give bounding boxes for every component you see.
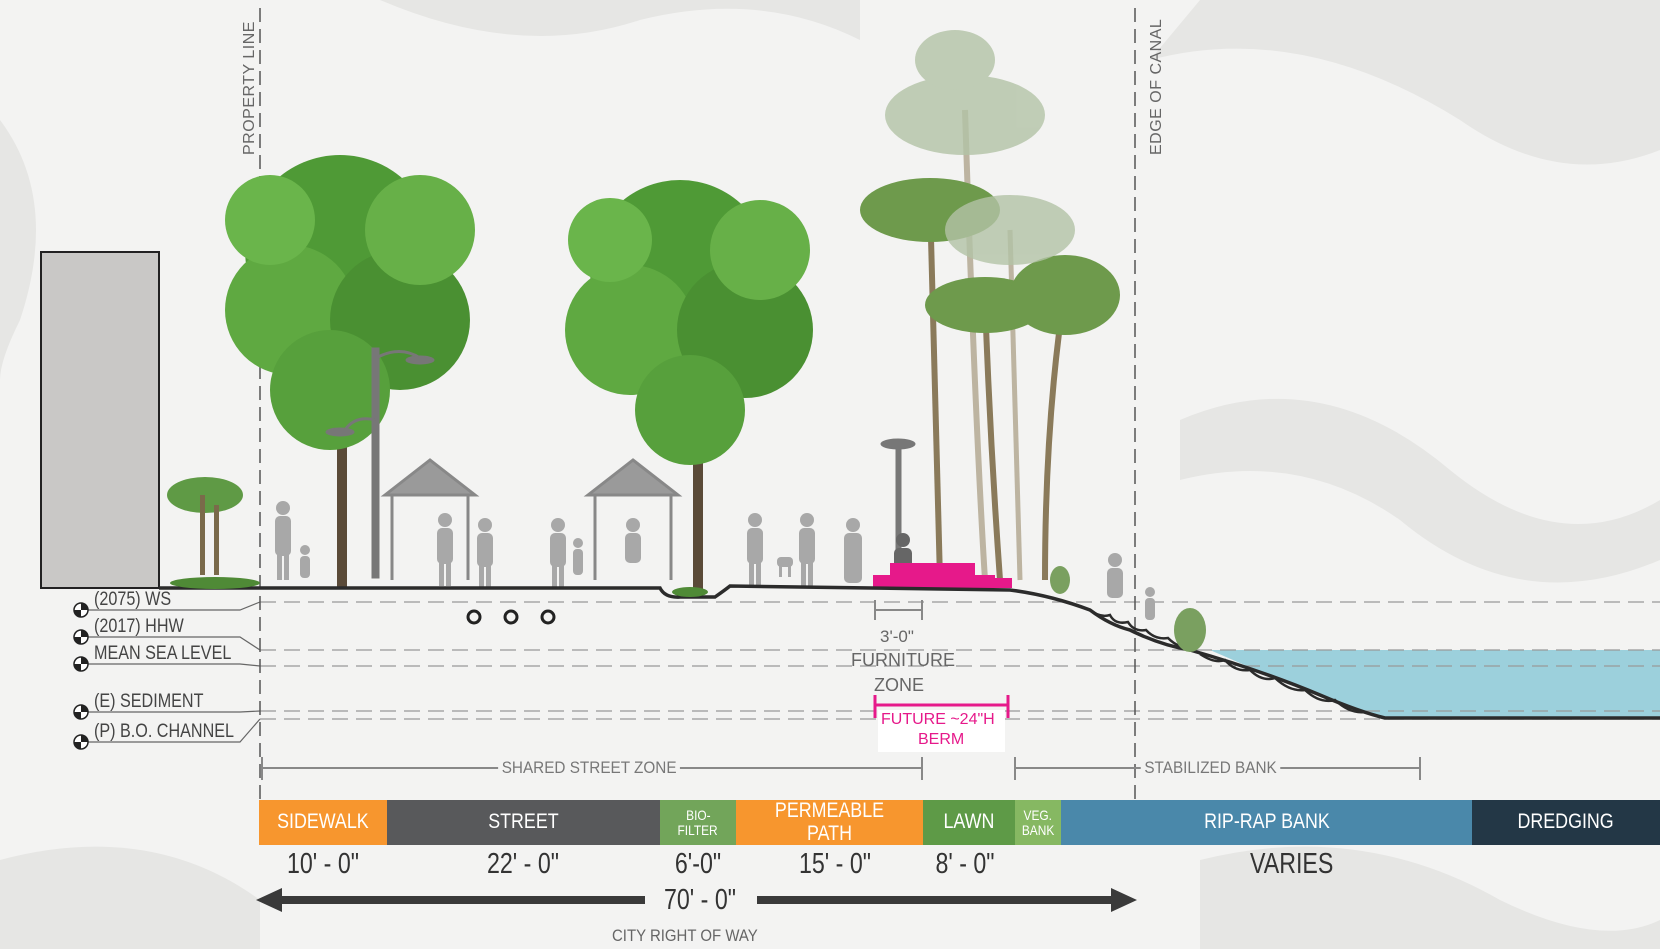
- elevation-label-mean-sea-level: MEAN SEA LEVEL: [94, 643, 232, 664]
- elevation-markers: [73, 602, 89, 750]
- building: [40, 251, 160, 589]
- elevation-label-2017-hhw: (2017) HHW: [94, 616, 184, 637]
- segment-biofilter-label-1: BIO-: [685, 806, 711, 823]
- canal-water: [1210, 650, 1660, 718]
- segment-lawn-label: LAWN: [943, 810, 995, 834]
- people-silhouettes: [275, 501, 1155, 620]
- light-poles: [325, 347, 916, 583]
- dim-permeable-path: 15' - 0": [799, 848, 871, 880]
- city-right-of-way-label: CITY RIGHT OF WAY: [612, 926, 758, 945]
- market-tents: [380, 458, 683, 580]
- ground-line: [159, 584, 1660, 720]
- edge-of-canal-label: EDGE OF CANAL: [1148, 18, 1165, 155]
- segment-permeable-path: PERMEABLE PATH: [736, 800, 923, 845]
- dim-rip-rap-bank: VARIES: [1250, 848, 1334, 880]
- berm-bench: [873, 563, 1012, 588]
- total-dimension: 70' - 0": [664, 884, 736, 916]
- palm-trees: [167, 30, 1120, 581]
- segment-lawn: LAWN: [923, 800, 1015, 845]
- shrubs: [170, 566, 1206, 652]
- elevation-label-bo-channel: (P) B.O. CHANNEL: [94, 721, 234, 742]
- segment-veg-bank-label-1: VEG.: [1023, 806, 1053, 823]
- segment-biofilter-label-2: FILTER: [677, 821, 719, 838]
- elevation-leaders: [82, 601, 261, 743]
- utility-pipes: [466, 609, 556, 625]
- property-line-label: PROPERTY LINE: [241, 21, 258, 155]
- segment-dredging-label: DREDGING: [1517, 810, 1615, 834]
- furniture-zone-label-1: FURNITURE: [851, 650, 955, 670]
- segment-sidewalk: SIDEWALK: [259, 800, 387, 845]
- segment-rip-rap-bank-label: RIP-RAP BANK: [1203, 810, 1330, 834]
- segment-dredging: DREDGING: [1472, 800, 1660, 845]
- berm-label-box: [878, 710, 1005, 752]
- dim-sidewalk: 10' - 0": [287, 848, 359, 880]
- small-palm: [167, 477, 243, 575]
- segment-street: STREET: [387, 800, 660, 845]
- berm-label-1: FUTURE ~24"H: [881, 711, 995, 728]
- segment-rip-rap-bank: RIP-RAP BANK: [1061, 800, 1472, 845]
- furniture-zone-label-2: ZONE: [874, 675, 925, 695]
- furniture-zone-dimension: [874, 600, 923, 620]
- dim-biofilter: 6'-0": [674, 848, 722, 880]
- berm-dimension: [873, 695, 1010, 718]
- segment-biofilter: BIO- FILTER: [660, 800, 736, 845]
- elevation-label-2075-ws: (2075) WS: [94, 589, 172, 610]
- riprap-rocks: [1089, 609, 1366, 714]
- street-tree-center: [565, 180, 813, 590]
- segment-permeable-path-label: PERMEABLE PATH: [774, 799, 885, 845]
- total-arrow: [256, 888, 1137, 912]
- shared-street-zone-label: SHARED STREET ZONE: [498, 758, 681, 778]
- stabilized-bank-label: STABILIZED BANK: [1140, 758, 1281, 778]
- segment-veg-bank-label-2: BANK: [1021, 821, 1055, 838]
- segment-veg-bank: VEG. BANK: [1015, 800, 1061, 845]
- street-tree-left: [225, 155, 475, 588]
- dim-street: 22' - 0": [487, 848, 559, 880]
- berm-label-2: BERM: [918, 731, 965, 748]
- segment-street-label: STREET: [488, 810, 559, 834]
- dim-lawn: 8' - 0": [935, 848, 995, 880]
- furniture-zone-dim: 3'-0": [880, 627, 914, 646]
- segment-sidewalk-label: SIDEWALK: [277, 810, 369, 834]
- elevation-label-sediment: (E) SEDIMENT: [94, 691, 204, 712]
